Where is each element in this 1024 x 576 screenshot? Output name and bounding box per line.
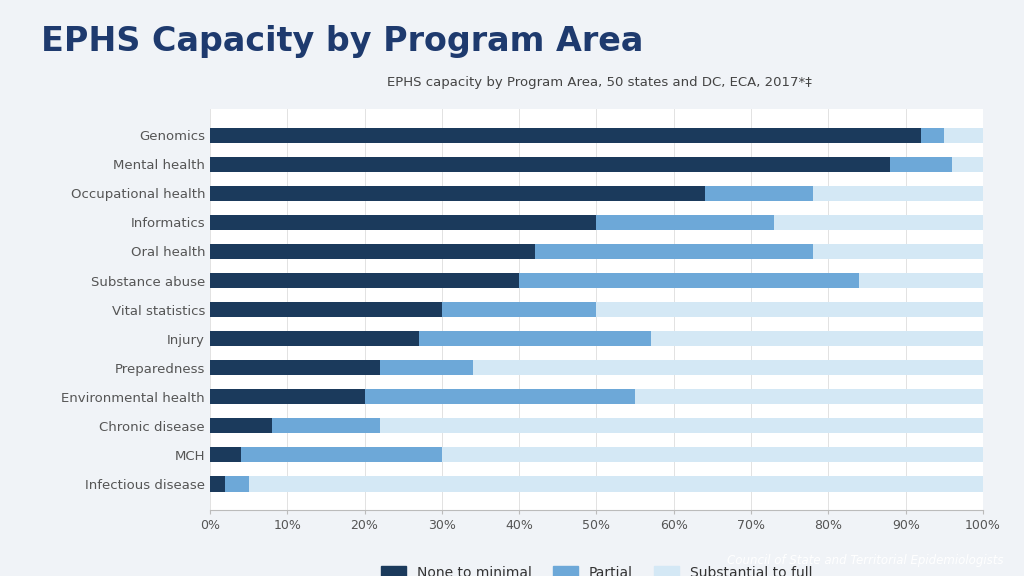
Bar	[442, 448, 983, 463]
Bar	[210, 157, 890, 172]
Bar	[210, 418, 271, 433]
Bar	[813, 186, 983, 201]
Bar	[241, 448, 442, 463]
Bar	[519, 273, 859, 288]
Bar	[922, 128, 944, 143]
Bar	[380, 418, 983, 433]
Bar	[442, 302, 596, 317]
Bar	[952, 157, 983, 172]
Bar	[859, 273, 983, 288]
Bar	[365, 389, 635, 404]
Bar	[210, 448, 241, 463]
Bar	[473, 360, 983, 376]
Bar	[210, 360, 380, 376]
Legend: None to minimal, Partial, Substantial to full: None to minimal, Partial, Substantial to…	[375, 561, 818, 576]
Bar	[210, 331, 419, 346]
Bar	[249, 476, 983, 491]
Text: EPHS Capacity by Program Area: EPHS Capacity by Program Area	[41, 25, 643, 58]
Text: Council of State and Territorial Epidemiologists: Council of State and Territorial Epidemi…	[727, 554, 1004, 567]
Bar	[210, 389, 365, 404]
Bar	[210, 215, 596, 230]
Bar	[271, 418, 380, 433]
Bar	[596, 215, 774, 230]
Bar	[705, 186, 813, 201]
Bar	[210, 273, 519, 288]
Bar	[596, 302, 983, 317]
Bar	[650, 331, 983, 346]
Text: EPHS capacity by Program Area, 50 states and DC, ECA, 2017*‡: EPHS capacity by Program Area, 50 states…	[387, 76, 811, 89]
Bar	[419, 331, 650, 346]
Bar	[813, 244, 983, 259]
Bar	[380, 360, 473, 376]
Bar	[890, 157, 952, 172]
Bar	[635, 389, 983, 404]
Bar	[210, 476, 225, 491]
Bar	[210, 186, 705, 201]
Bar	[944, 128, 983, 143]
Bar	[535, 244, 813, 259]
Bar	[210, 244, 535, 259]
Bar	[225, 476, 249, 491]
Bar	[774, 215, 983, 230]
Bar	[210, 302, 442, 317]
Bar	[210, 128, 922, 143]
